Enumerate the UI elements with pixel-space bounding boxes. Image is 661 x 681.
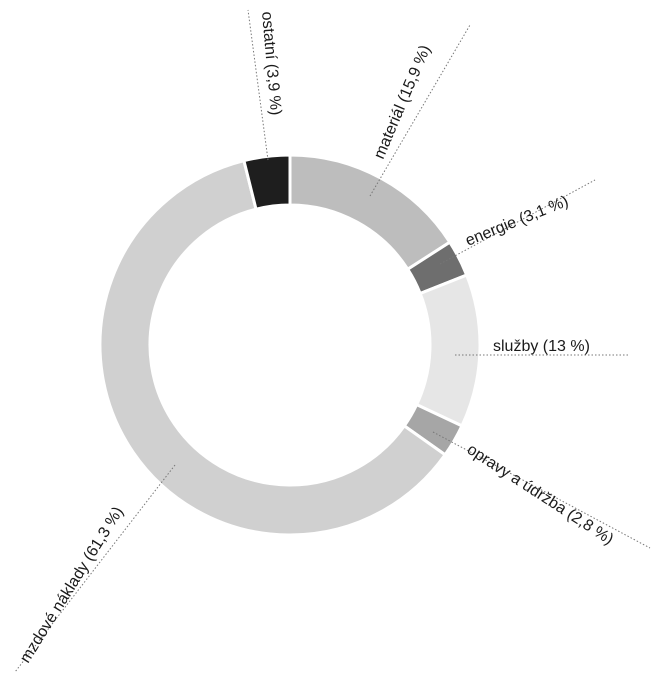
slice-label-5: mzdové náklady (61,3 %) <box>17 504 127 666</box>
slice-label-3: služby (13 %) <box>493 338 590 355</box>
slice-label-4: opravy a údržba (2,8 %) <box>464 441 616 548</box>
donut-slice-6 <box>242 153 292 212</box>
donut-slice-5 <box>98 158 448 537</box>
slice-label-2: energie (3,1 %) <box>463 193 571 250</box>
leader-line-4 <box>432 431 651 549</box>
leader-line-1 <box>369 24 471 197</box>
leader-line-5 <box>14 464 176 673</box>
leader-line-6 <box>247 9 269 161</box>
leader-line-2 <box>439 179 596 265</box>
donut-slice-3 <box>414 273 482 428</box>
donut-slice-1 <box>288 153 452 272</box>
slice-label-6: ostatní (3,9 %) <box>258 11 284 116</box>
